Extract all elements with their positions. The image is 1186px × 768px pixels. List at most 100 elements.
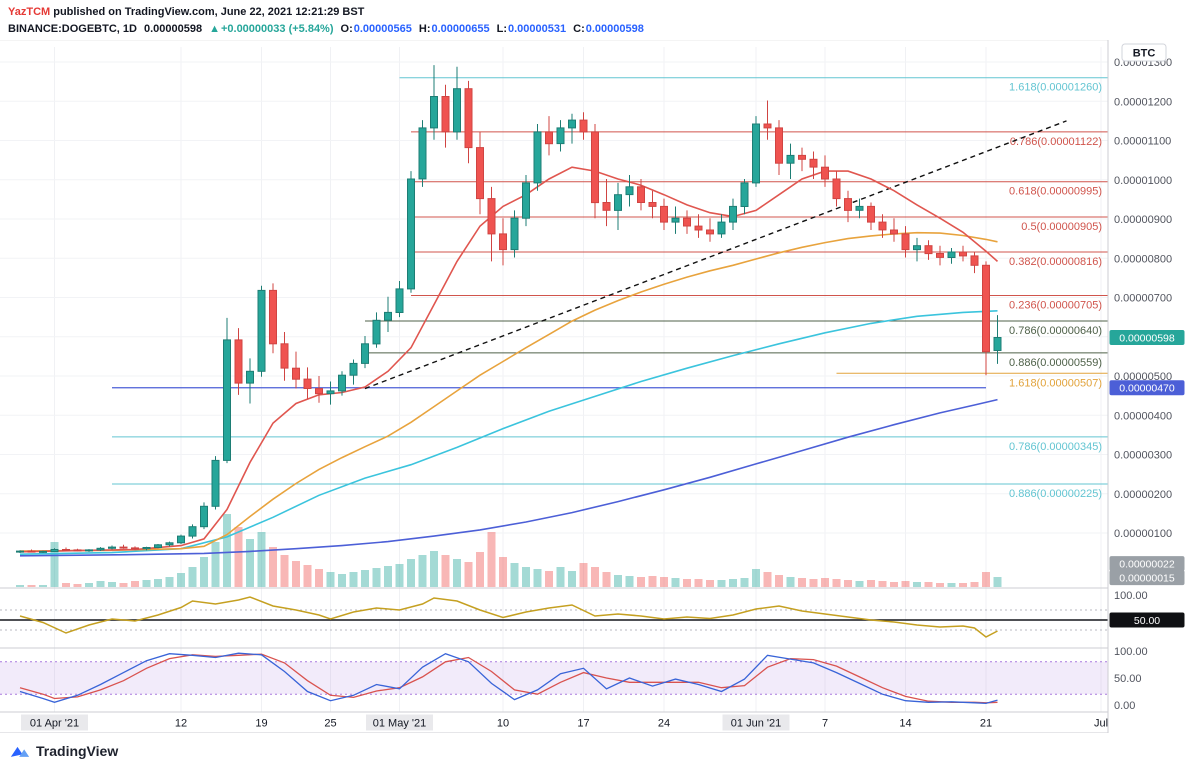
stoch-tick-label: 50.00 <box>1114 673 1142 685</box>
currency-toggle-label: BTC <box>1133 48 1156 60</box>
volume-bar <box>913 582 921 587</box>
price-tick-label: 0.00000400 <box>1114 410 1172 422</box>
volume-bar <box>326 572 335 587</box>
volume-bar <box>775 575 783 587</box>
publisher-name[interactable]: YazTCM <box>8 6 51 18</box>
month-tick-bg <box>21 714 88 731</box>
candle-body <box>579 119 588 133</box>
volume-bar <box>982 572 990 587</box>
volume-bar <box>545 571 553 587</box>
fib-label: 0.786(0.00000345) <box>1009 441 1102 453</box>
volume-bar <box>867 580 875 587</box>
candle-body <box>809 158 818 168</box>
last-price-badge[interactable] <box>1109 330 1185 346</box>
candle-body <box>556 127 565 145</box>
volume-bar <box>533 569 542 587</box>
candle-body <box>441 96 450 133</box>
time-tick-label: 10 <box>497 718 509 730</box>
high-label: H: <box>418 23 431 35</box>
price-tick-label: 0.00001000 <box>1114 175 1172 187</box>
volume-bar <box>924 582 933 587</box>
symbol-info: BINANCE:DOGEBTC, 1D 0.00000598 ▲ +0.00000… <box>8 23 1178 35</box>
candle-body <box>165 542 174 546</box>
ohlc-low: L: 0.00000531 <box>497 23 567 35</box>
candle-body <box>821 166 829 180</box>
candle-body <box>625 186 634 196</box>
volume-bar <box>418 555 427 587</box>
volume-bar <box>96 581 105 587</box>
volume-bar <box>648 576 657 587</box>
volume-bar <box>200 557 208 587</box>
candle-body <box>591 131 599 204</box>
time-tick-label: 01 May '21 <box>373 718 426 730</box>
time-tick-label: 17 <box>577 718 589 730</box>
volume-bar <box>878 581 887 587</box>
volume-bar <box>476 552 484 587</box>
candle-body <box>878 221 887 231</box>
change-arrow-icon: ▲ <box>209 23 220 35</box>
stoch-tick-label: 0.00 <box>1114 700 1135 712</box>
candle-body <box>476 147 484 200</box>
price-tick-label: 0.00000500 <box>1114 371 1172 383</box>
price-tick-label: 0.00000100 <box>1114 528 1172 540</box>
volume-bar <box>706 580 714 587</box>
volume-layer <box>16 514 1002 587</box>
symbol-title[interactable]: BINANCE:DOGEBTC, 1D <box>8 23 137 35</box>
time-axis[interactable]: 01 Apr '21 12 19 25 01 May '21 10 17 24 01 Jun '… <box>21 714 1108 731</box>
change-value: +0.00000033 (+5.84%) <box>220 23 334 35</box>
volume-bar <box>165 577 174 587</box>
last-price-badge-label: 0.00000598 <box>1119 332 1175 344</box>
price-change: ▲ +0.00000033 (+5.84%) <box>209 23 333 35</box>
time-tick-label: 25 <box>324 718 336 730</box>
candle-body <box>62 549 70 551</box>
volume-bar <box>50 542 59 587</box>
volume-bar <box>464 562 473 587</box>
candle-body <box>85 549 93 552</box>
volume-bar <box>671 578 680 587</box>
stoch-k-line <box>19 652 998 705</box>
blue-line-badge[interactable] <box>1109 380 1185 396</box>
currency-toggle-btc[interactable]: BTC <box>1121 43 1167 62</box>
candle-body <box>119 546 128 549</box>
fib-label: 0.786(0.00000640) <box>1009 325 1102 337</box>
candle-body <box>430 96 438 129</box>
volume-bar <box>280 555 289 587</box>
gray-badge-2[interactable] <box>1109 570 1185 586</box>
volume-bar <box>246 539 254 587</box>
candle-body <box>763 123 772 129</box>
gray-badge-1[interactable] <box>1109 556 1185 572</box>
volume-bar <box>315 569 323 587</box>
candle-body <box>188 526 197 537</box>
volume-bar <box>372 568 381 587</box>
volume-bar <box>407 559 415 587</box>
candle-body <box>326 390 335 395</box>
volume-bar <box>832 579 841 587</box>
fib-levels-layer: 1.618(0.00001260) 0.786(0.00001122) 0.618(… <box>112 77 1108 500</box>
volume-bar <box>901 581 910 587</box>
candle-body <box>890 229 898 235</box>
volume-bar <box>637 577 645 587</box>
volume-bar <box>487 532 496 587</box>
price-axis[interactable]: 0.000013000.000012000.000011000.00001000… <box>1107 40 1186 733</box>
header: YazTCM published on TradingView.com, Jun… <box>0 0 1186 40</box>
candle-body <box>982 264 990 353</box>
candle-body <box>142 547 151 550</box>
volume-bar <box>85 583 93 587</box>
brand-name[interactable]: TradingView <box>36 742 119 759</box>
volume-bar <box>119 583 128 587</box>
time-tick-label: 01 Apr '21 <box>30 718 79 730</box>
candle-body <box>970 255 979 266</box>
trendline[interactable] <box>364 120 1067 390</box>
candle-body <box>154 544 162 548</box>
tradingview-logo-icon[interactable] <box>10 742 30 760</box>
ohlc-high: H: 0.00000655 <box>419 23 490 35</box>
volume-bar <box>522 567 530 587</box>
candle-body <box>280 343 289 369</box>
candle-body <box>200 505 208 528</box>
volume-bar <box>384 566 392 587</box>
candle-body <box>648 202 657 207</box>
candle-body <box>660 205 668 223</box>
fib-label: 0.618(0.00000995) <box>1009 186 1102 198</box>
candle-body <box>867 205 875 223</box>
